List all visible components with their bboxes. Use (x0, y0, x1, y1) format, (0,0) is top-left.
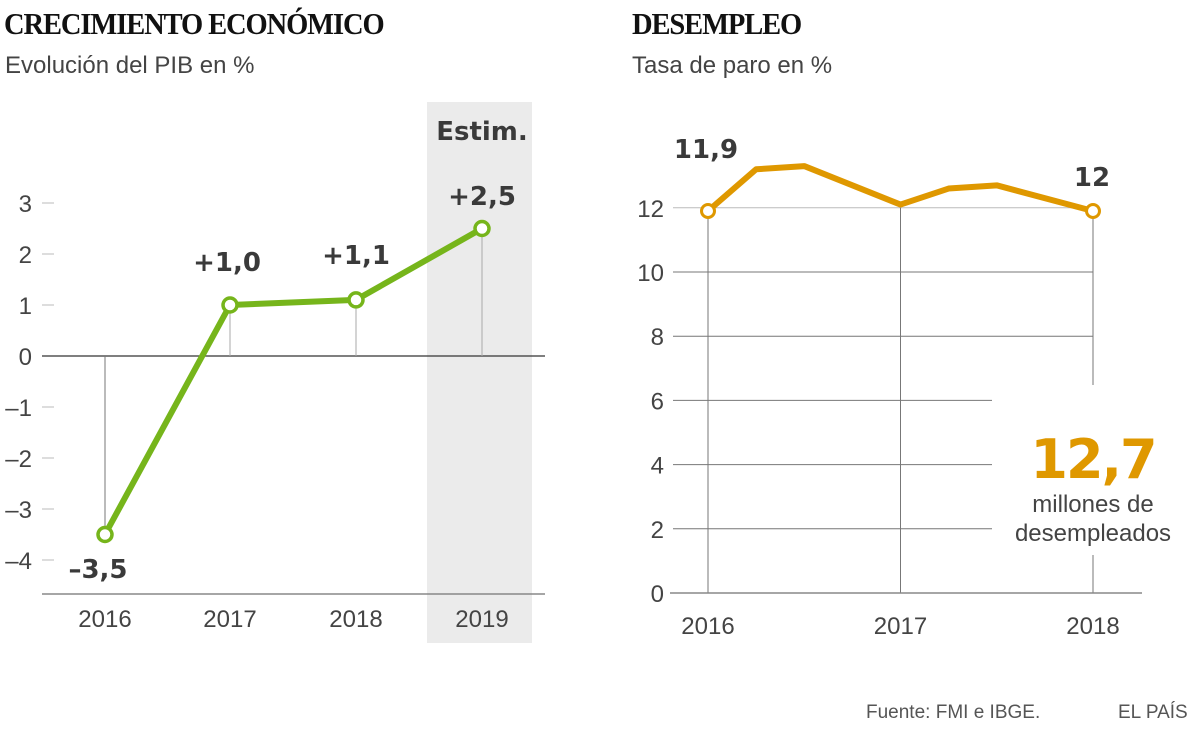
y-tick-label: –4 (5, 548, 32, 575)
y-tick-label: 6 (651, 388, 664, 415)
x-tick-label: 2019 (455, 606, 508, 633)
gdp-data-label: +1,1 (322, 241, 390, 271)
y-tick-label: 8 (651, 324, 664, 351)
y-tick-label: 4 (651, 453, 664, 480)
gdp-data-label: +2,5 (448, 182, 516, 212)
gdp-chart: Estim. 3 2 1 0 –1 –2 –3 –4 2016 2017 2018 2019 –3,5 +1… (5, 102, 545, 643)
x-tick-label: 2018 (1066, 613, 1119, 640)
x-tick-label: 2017 (203, 606, 256, 633)
gdp-series-line (102, 225, 484, 536)
unemployment-chart-title: DESEMPLEO (632, 6, 802, 41)
x-tick-label: 2018 (329, 606, 382, 633)
annotation-text-line2: desempleados (1015, 520, 1171, 547)
gdp-data-point (96, 525, 114, 544)
y-tick-label: 10 (637, 260, 664, 287)
gdp-data-point (347, 291, 365, 309)
unemployment-data-label: 11,9 (674, 135, 738, 165)
unemployment-data-point (700, 203, 716, 220)
y-tick-label: 1 (19, 293, 32, 320)
y-tick-label: 2 (651, 517, 664, 544)
brand-label: EL PAÍS (1118, 702, 1188, 723)
y-tick-label: 2 (19, 242, 32, 269)
unemployment-chart: 0 2 4 6 8 10 12 2016 2017 2018 11,9 12 12,7millones … (637, 135, 1192, 640)
unemployment-data-label: 12 (1074, 163, 1110, 193)
unemployment-data-point (1085, 203, 1101, 220)
x-tick-label: 2016 (78, 606, 131, 633)
annotation-background (992, 385, 1192, 555)
x-tick-label: 2017 (874, 613, 927, 640)
y-tick-label: –3 (5, 497, 32, 524)
source-note: Fuente: FMI e IBGE. (866, 702, 1041, 723)
gdp-data-label: –3,5 (68, 555, 127, 585)
unemployment-series-line (706, 163, 1094, 214)
gdp-chart-subtitle: Evolución del PIB en % (5, 52, 255, 79)
estimate-label: Estim. (436, 117, 528, 147)
y-tick-label: 0 (651, 581, 664, 608)
annotation-text-line1: millones de (1032, 491, 1153, 518)
gdp-chart-title: CRECIMIENTO ECONÓMICO (4, 6, 385, 41)
gdp-data-point (221, 296, 239, 314)
unemployment-chart-subtitle: Tasa de paro en % (632, 52, 833, 79)
gdp-data-label: +1,0 (193, 248, 261, 278)
y-tick-label: 12 (637, 196, 664, 223)
x-tick-label: 2016 (681, 613, 734, 640)
gdp-data-point (473, 219, 491, 238)
y-tick-label: 0 (19, 344, 32, 371)
y-tick-label: 3 (19, 191, 32, 218)
estimate-band (427, 102, 532, 643)
y-tick-label: –1 (5, 395, 32, 422)
annotation-value: 12,7 (1030, 428, 1155, 491)
y-tick-label: –2 (5, 446, 32, 473)
